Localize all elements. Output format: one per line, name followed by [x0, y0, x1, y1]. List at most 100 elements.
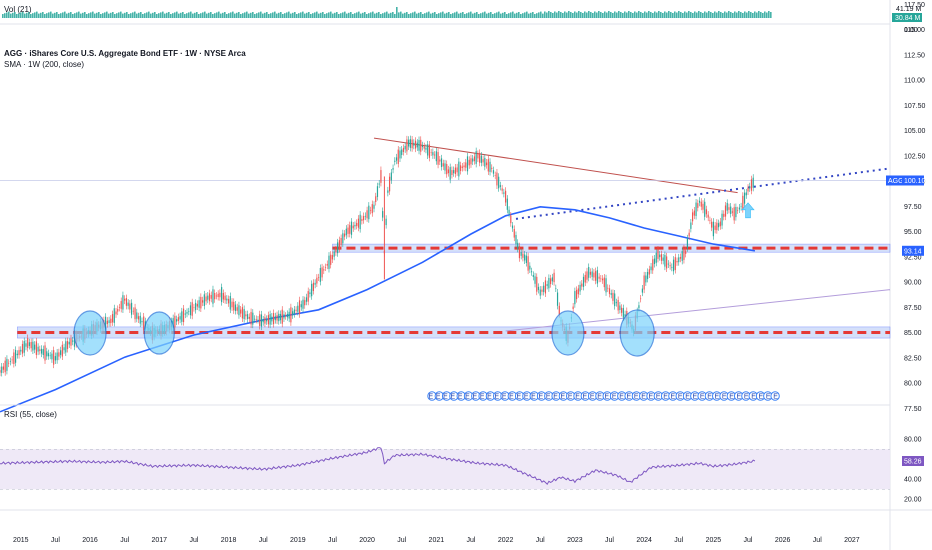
volume-bar [754, 11, 756, 18]
price-candle [496, 172, 498, 186]
volume-bar [86, 14, 88, 18]
volume-bar [104, 12, 106, 18]
price-candle [503, 192, 505, 194]
volume-bar [764, 11, 766, 18]
price-candle [70, 338, 72, 346]
volume-bar [262, 13, 264, 18]
volume-bar [476, 12, 478, 18]
volume-bar [718, 11, 720, 18]
price-candle [118, 307, 121, 308]
price-candle [414, 140, 417, 149]
price-candle [319, 268, 321, 282]
price-candle [241, 307, 244, 319]
price-candle [468, 159, 470, 166]
volume-bar [2, 14, 4, 18]
price-axis-tick-label: 105.00 [904, 128, 926, 135]
volume-bar [486, 13, 488, 18]
price-candle [350, 221, 353, 235]
main-legend-title: AGG · iShares Core U.S. Aggregate Bond E… [4, 49, 246, 58]
price-candle [659, 254, 661, 258]
volume-bar [378, 12, 380, 18]
price-axis-tick-label: 117.50 [904, 2, 925, 9]
price-candle [208, 293, 211, 302]
time-axis-tick-label: Jul [466, 537, 475, 544]
volume-bar [670, 12, 672, 18]
volume-bar [164, 13, 166, 18]
price-candle [536, 276, 538, 292]
price-candle [595, 271, 597, 281]
price-candle [506, 198, 508, 210]
price-candle [472, 158, 474, 162]
price-candle [247, 314, 249, 320]
price-candle [750, 179, 753, 191]
price-candle [345, 228, 347, 236]
volume-bar [178, 13, 180, 18]
volume-bar [516, 12, 518, 18]
price-candle [139, 315, 141, 324]
price-candle [395, 157, 398, 161]
price-candle [709, 220, 711, 221]
price-candle [456, 167, 458, 173]
volume-bar [324, 14, 326, 18]
volume-bar [644, 11, 646, 18]
price-candle [359, 214, 361, 230]
volume-bar [702, 13, 704, 18]
price-candle [42, 349, 44, 355]
price-candle [459, 165, 462, 171]
price-candle [8, 362, 10, 364]
price-candle [577, 288, 579, 295]
volume-bar [84, 12, 86, 18]
volume-bar [534, 14, 536, 18]
volume-bar [392, 12, 394, 18]
volume-bar [746, 12, 748, 18]
price-candle [672, 259, 675, 272]
price-candle [608, 288, 611, 294]
price-candle [406, 139, 408, 152]
volume-readout-bottom-bg [892, 13, 922, 22]
price-candle [657, 249, 659, 259]
price-candle [530, 271, 533, 273]
price-candle [58, 352, 60, 357]
volume-bar [224, 12, 226, 18]
volume-bar [272, 12, 274, 18]
price-candle [343, 233, 346, 237]
price-candle [541, 289, 543, 292]
price-candle [648, 269, 650, 275]
price-candle [39, 349, 41, 352]
volume-bar [382, 13, 384, 18]
volume-bar [638, 11, 640, 18]
volume-bar [8, 11, 10, 18]
price-candle [195, 302, 197, 311]
volume-bar [98, 12, 100, 18]
volume-bar [342, 12, 344, 18]
volume-bar [356, 12, 358, 18]
price-candle [364, 215, 366, 217]
price-axis-tick-label: 115.00 [904, 27, 925, 34]
volume-bar [664, 11, 666, 18]
volume-bar [442, 11, 444, 18]
volume-bar [300, 12, 302, 18]
price-candle [337, 242, 339, 254]
volume-bar [742, 13, 744, 18]
volume-bar [150, 13, 152, 18]
volume-bar [338, 14, 340, 18]
volume-bar [370, 12, 372, 18]
volume-bar [690, 12, 692, 18]
price-candle [484, 157, 486, 167]
price-candle [25, 343, 27, 347]
volume-bar [432, 12, 434, 18]
volume-bar [58, 14, 60, 18]
time-axis-tick-label: 2025 [706, 537, 722, 544]
price-candle [688, 232, 690, 237]
volume-bar [458, 13, 460, 18]
price-candle [221, 287, 223, 303]
price-candle [60, 350, 62, 355]
volume-bar [760, 12, 762, 18]
price-candle [111, 314, 114, 323]
volume-bar [640, 12, 642, 18]
volume-readout-bottom: 30.84 M [895, 15, 920, 22]
price-candle [179, 316, 181, 320]
price-candle [548, 277, 550, 289]
volume-bar [678, 11, 680, 18]
time-axis-tick-label: 2016 [82, 537, 98, 544]
